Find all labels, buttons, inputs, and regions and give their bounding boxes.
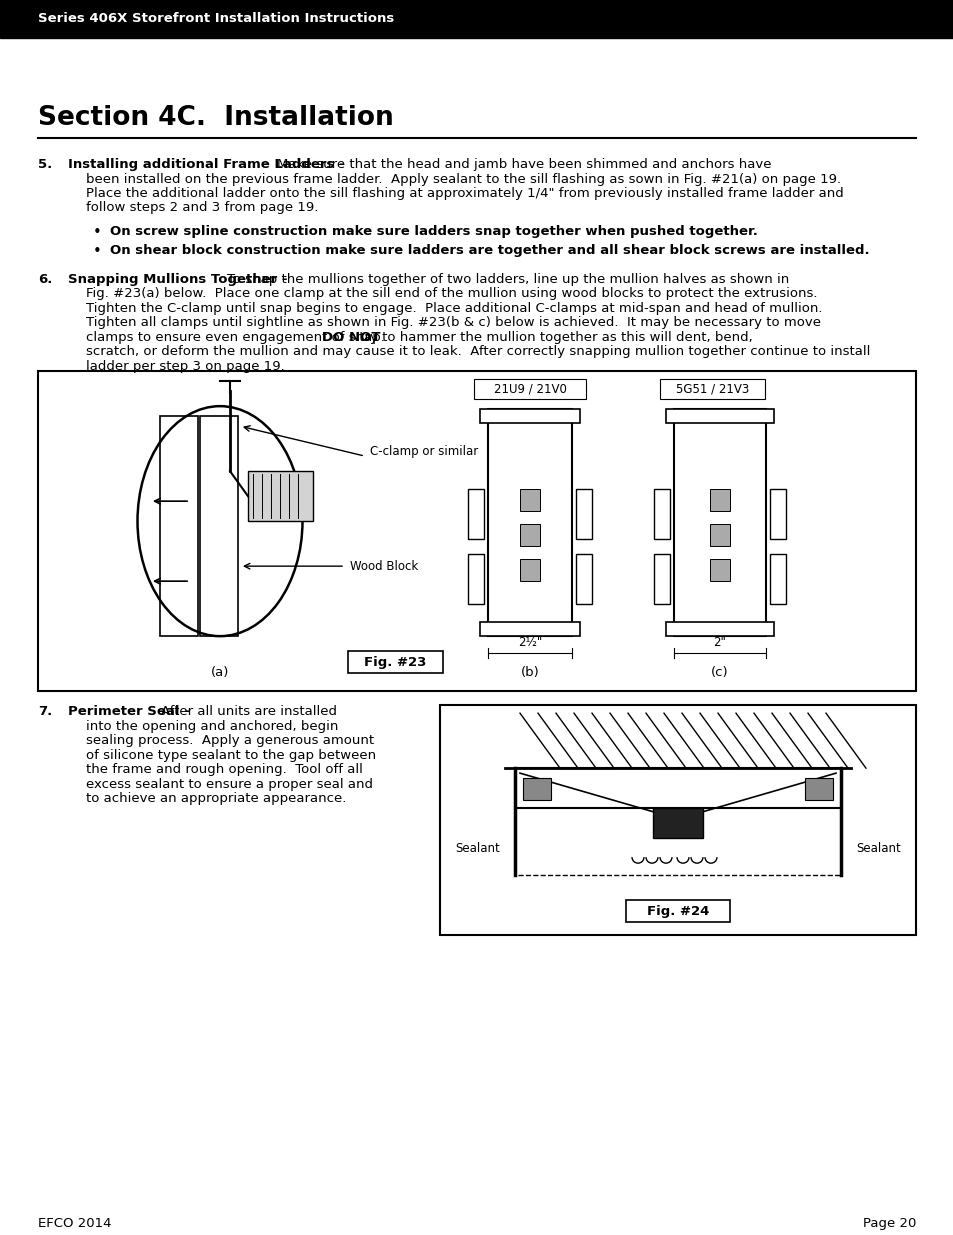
- Text: scratch, or deform the mullion and may cause it to leak.  After correctly snappi: scratch, or deform the mullion and may c…: [86, 345, 869, 358]
- Text: Snapping Mullions Together -: Snapping Mullions Together -: [68, 273, 292, 285]
- Bar: [0, 0, 953, 38]
- Text: been installed on the previous frame ladder.  Apply sealant to the sill flashing: been installed on the previous frame lad…: [86, 173, 841, 185]
- Text: 7.: 7.: [38, 705, 52, 718]
- Text: the frame and rough opening.  Tool off all: the frame and rough opening. Tool off al…: [86, 763, 362, 776]
- Bar: [248, 471, 313, 521]
- Bar: [665, 622, 773, 636]
- Bar: [515, 768, 841, 876]
- Bar: [654, 555, 669, 604]
- Text: try to hammer the mullion together as this will dent, bend,: try to hammer the mullion together as th…: [355, 331, 753, 343]
- Text: 2½": 2½": [517, 636, 541, 650]
- Text: sealing process.  Apply a generous amount: sealing process. Apply a generous amount: [86, 734, 374, 747]
- Text: clamps to ensure even engagement of snap.: clamps to ensure even engagement of snap…: [86, 331, 393, 343]
- Bar: [659, 379, 764, 399]
- Text: Perimeter Seal -: Perimeter Seal -: [68, 705, 194, 718]
- Text: 6.: 6.: [38, 273, 52, 285]
- Text: follow steps 2 and 3 from page 19.: follow steps 2 and 3 from page 19.: [86, 201, 318, 215]
- Text: Sealant: Sealant: [856, 841, 900, 855]
- Text: Series 406X Storefront Installation Instructions: Series 406X Storefront Installation Inst…: [38, 12, 394, 26]
- Bar: [519, 559, 539, 582]
- Text: Place the additional ladder onto the sill flashing at approximately 1/4" from pr: Place the additional ladder onto the sil…: [86, 186, 842, 200]
- Bar: [522, 778, 551, 800]
- Text: •: •: [92, 225, 102, 240]
- Text: (c): (c): [710, 666, 728, 679]
- Text: Make sure that the head and jamb have been shimmed and anchors have: Make sure that the head and jamb have be…: [276, 158, 771, 170]
- Bar: [38, 372, 915, 692]
- Bar: [665, 409, 773, 424]
- Bar: [576, 489, 592, 540]
- Bar: [769, 555, 785, 604]
- Text: into the opening and anchored, begin: into the opening and anchored, begin: [86, 720, 338, 732]
- Text: Tighten all clamps until sightline as shown in Fig. #23(b & c) below is achieved: Tighten all clamps until sightline as sh…: [86, 316, 821, 329]
- Bar: [468, 489, 483, 540]
- Bar: [479, 409, 579, 424]
- Bar: [709, 559, 729, 582]
- Bar: [348, 651, 442, 673]
- Bar: [488, 409, 572, 636]
- Text: 5.: 5.: [38, 158, 52, 170]
- Text: C-clamp or similar: C-clamp or similar: [370, 445, 477, 458]
- Text: Fig. #24: Fig. #24: [646, 905, 708, 918]
- Bar: [160, 416, 198, 636]
- Text: 2": 2": [713, 636, 725, 650]
- Text: Page 20: Page 20: [862, 1216, 915, 1230]
- Text: Sealant: Sealant: [455, 841, 499, 855]
- Bar: [576, 555, 592, 604]
- Text: (a): (a): [211, 666, 229, 679]
- Bar: [439, 705, 915, 935]
- Text: Fig. #23(a) below.  Place one clamp at the sill end of the mullion using wood bl: Fig. #23(a) below. Place one clamp at th…: [86, 287, 817, 300]
- Bar: [474, 379, 585, 399]
- Bar: [519, 524, 539, 546]
- Text: Fig. #23: Fig. #23: [363, 656, 426, 668]
- Bar: [479, 622, 579, 636]
- Bar: [709, 489, 729, 511]
- Text: On screw spline construction make sure ladders snap together when pushed togethe: On screw spline construction make sure l…: [110, 225, 757, 237]
- Text: On shear block construction make sure ladders are together and all shear block s: On shear block construction make sure la…: [110, 243, 869, 257]
- Bar: [769, 489, 785, 540]
- Text: After all units are installed: After all units are installed: [161, 705, 337, 718]
- Text: To snap the mullions together of two ladders, line up the mullion halves as show: To snap the mullions together of two lad…: [227, 273, 789, 285]
- Bar: [673, 409, 765, 636]
- Text: Tighten the C-clamp until snap begins to engage.  Place additional C-clamps at m: Tighten the C-clamp until snap begins to…: [86, 301, 821, 315]
- Text: Installing additional Frame Ladders -: Installing additional Frame Ladders -: [68, 158, 349, 170]
- Text: Section 4C.  Installation: Section 4C. Installation: [38, 105, 394, 131]
- Bar: [709, 524, 729, 546]
- Bar: [654, 489, 669, 540]
- Text: (b): (b): [520, 666, 538, 679]
- Text: Wood Block: Wood Block: [350, 559, 417, 573]
- Bar: [804, 778, 832, 800]
- Text: to achieve an appropriate appearance.: to achieve an appropriate appearance.: [86, 792, 346, 805]
- Text: 5G51 / 21V3: 5G51 / 21V3: [675, 383, 748, 395]
- Bar: [519, 489, 539, 511]
- Text: •: •: [92, 243, 102, 258]
- Bar: [652, 808, 702, 839]
- Text: excess sealant to ensure a proper seal and: excess sealant to ensure a proper seal a…: [86, 778, 373, 790]
- Bar: [625, 900, 729, 923]
- Bar: [468, 555, 483, 604]
- Bar: [200, 416, 237, 636]
- Text: of silicone type sealant to the gap between: of silicone type sealant to the gap betw…: [86, 748, 375, 762]
- Text: DO NOT: DO NOT: [322, 331, 380, 343]
- Text: ladder per step 3 on page 19.: ladder per step 3 on page 19.: [86, 359, 284, 373]
- Text: 21U9 / 21V0: 21U9 / 21V0: [493, 383, 566, 395]
- Text: EFCO 2014: EFCO 2014: [38, 1216, 112, 1230]
